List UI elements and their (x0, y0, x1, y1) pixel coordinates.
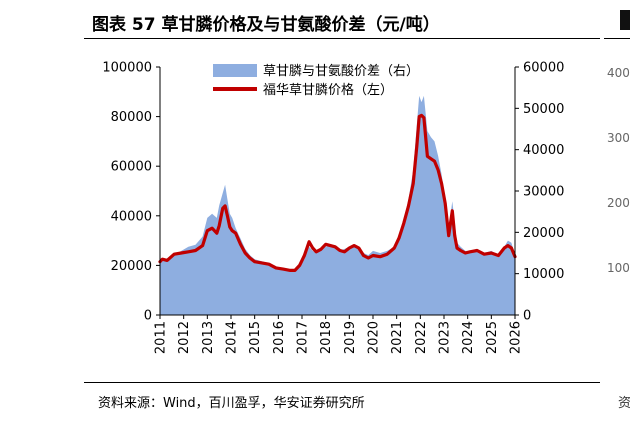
axis-layer: 0 20000 40000 60000 80000 100000 0 10000 20000 30… (102, 61, 564, 355)
x-tick-label: 2022 (414, 321, 429, 354)
neighbor-title-fragment (620, 10, 630, 30)
x-tick-label: 2024 (461, 321, 476, 354)
figure-title: 图表 57 草甘膦价格及与甘氨酸价差（元/吨） (92, 15, 440, 35)
x-tick-label: 2025 (485, 321, 500, 354)
left-tick-label: 100000 (102, 61, 152, 76)
neighbor-tick-label: 300 (607, 131, 630, 145)
x-tick-label: 2020 (367, 321, 382, 354)
legend-label-price: 福华草甘膦价格（左） (263, 82, 393, 98)
neighbor-tick-label: 400 (607, 66, 630, 80)
x-tick-label: 2017 (296, 321, 311, 354)
neighbor-tick-label: 200 (607, 196, 630, 210)
line-layer (158, 113, 517, 272)
x-tick-label: 2012 (177, 321, 192, 354)
x-tick-label: 2014 (225, 321, 240, 354)
legend-label-spread: 草甘膦与甘氨酸价差（右） (263, 64, 419, 79)
x-tick-label: 2016 (272, 321, 287, 354)
neighbor-divider (604, 38, 630, 39)
left-tick-label: 80000 (111, 110, 152, 125)
top-divider (84, 38, 600, 39)
x-tick-label: 2026 (509, 321, 524, 354)
right-tick-label: 10000 (523, 267, 564, 282)
price-line-series (158, 113, 517, 272)
right-tick-label: 60000 (523, 61, 564, 76)
spread-area-series (160, 95, 515, 316)
right-tick-label: 0 (523, 309, 531, 324)
bottom-divider (84, 382, 600, 383)
right-tick-label: 40000 (523, 143, 564, 158)
neighbor-source-fragment: 资 (618, 396, 630, 411)
left-tick-label: 40000 (111, 209, 152, 224)
source-note: 资料来源：Wind，百川盈孚，华安证券研究所 (98, 396, 365, 411)
x-tick-label: 2015 (248, 321, 263, 354)
x-tick-label: 2019 (343, 321, 358, 354)
x-tick-label: 2011 (154, 321, 169, 354)
neighbor-tick-label: 100 (607, 261, 630, 275)
right-tick-label: 30000 (523, 185, 564, 200)
x-tick-label: 2021 (390, 321, 405, 354)
left-tick-label: 20000 (111, 259, 152, 274)
left-tick-label: 0 (144, 309, 152, 324)
x-tick-label: 2023 (438, 321, 453, 354)
left-tick-label: 60000 (111, 160, 152, 175)
legend-swatch-spread (213, 64, 257, 77)
right-tick-label: 20000 (523, 226, 564, 241)
x-tick-label: 2013 (201, 321, 216, 354)
x-tick-label: 2018 (319, 321, 334, 354)
legend: 草甘膦与甘氨酸价差（右） 福华草甘膦价格（左） (213, 64, 419, 98)
area-layer (160, 95, 515, 316)
right-tick-label: 50000 (523, 102, 564, 117)
